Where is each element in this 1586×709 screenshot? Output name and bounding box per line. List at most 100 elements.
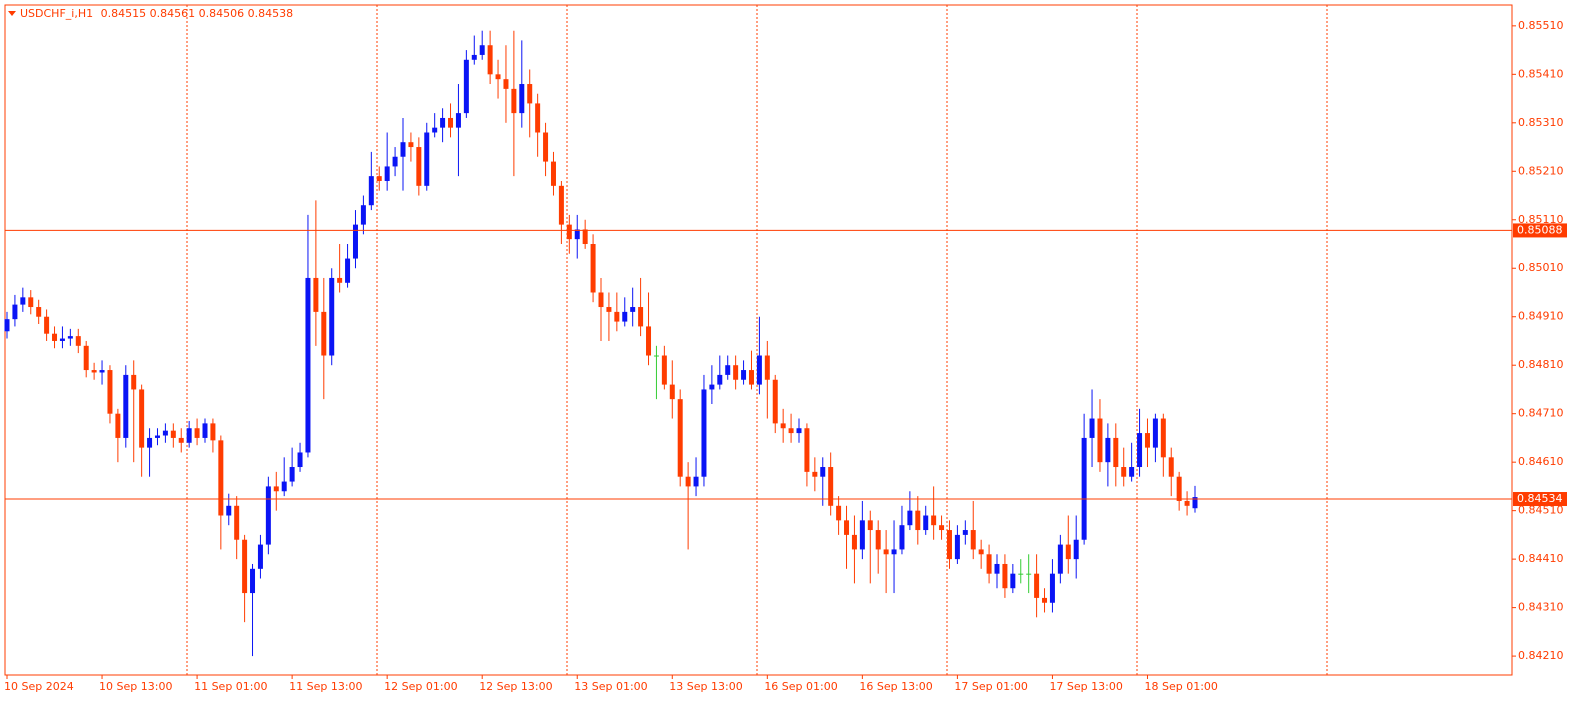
- candle-body: [622, 311, 628, 322]
- candle-body: [780, 423, 786, 429]
- candle-body: [709, 384, 715, 390]
- candle-body: [194, 428, 200, 438]
- price-label: 0.85088: [1517, 223, 1563, 236]
- price-label-box: [1513, 492, 1567, 507]
- candle-body: [1184, 500, 1190, 506]
- candle-body: [44, 316, 50, 334]
- candle-body: [535, 103, 541, 133]
- candle-body: [59, 338, 65, 341]
- candle-body: [994, 563, 1000, 574]
- y-tick-label: 0.85410: [1518, 67, 1564, 80]
- candle-body: [1121, 467, 1127, 477]
- candle-body: [685, 476, 691, 487]
- candle-body: [1010, 573, 1016, 589]
- candle-body: [891, 549, 897, 555]
- candle-body: [804, 428, 810, 472]
- candle-body: [1176, 476, 1182, 501]
- candle-body: [226, 505, 232, 516]
- candle-body: [210, 423, 216, 441]
- candle-body: [250, 568, 256, 594]
- candle-body: [756, 355, 762, 385]
- high: 0.84561: [150, 7, 196, 20]
- candle-body: [265, 486, 271, 545]
- candle-body: [883, 549, 889, 555]
- candle-body: [574, 229, 580, 240]
- candle-body: [384, 166, 390, 181]
- candle-body: [1026, 573, 1032, 575]
- header-arrow[interactable]: [8, 11, 16, 16]
- candle-body: [321, 311, 327, 356]
- candle-body: [772, 379, 778, 424]
- candle-body: [360, 205, 366, 225]
- candle-body: [527, 84, 533, 104]
- candle-body: [376, 176, 382, 181]
- x-tick-label: 12 Sep 01:00: [384, 680, 457, 693]
- x-tick-label: 18 Sep 01:00: [1144, 680, 1217, 693]
- candle-body: [614, 311, 620, 322]
- candle-body: [202, 423, 208, 438]
- candle-body: [669, 384, 675, 400]
- candle-body: [844, 520, 850, 535]
- x-tick-label: 16 Sep 13:00: [859, 680, 932, 693]
- candle-body: [519, 84, 525, 114]
- candle-body: [1002, 563, 1008, 589]
- y-tick-label: 0.84310: [1518, 601, 1564, 614]
- candle-body: [4, 319, 10, 332]
- candle-body: [1065, 544, 1071, 560]
- candle-body: [962, 530, 968, 535]
- candle-body: [36, 307, 42, 317]
- candle-body: [75, 336, 81, 346]
- candle-body: [12, 304, 18, 320]
- candle-body: [455, 113, 461, 128]
- y-tick-label: 0.84910: [1518, 310, 1564, 323]
- candle-body: [566, 224, 572, 240]
- candle-body: [242, 539, 248, 594]
- candle-body: [28, 297, 34, 308]
- candle-body: [606, 307, 612, 312]
- candle-body: [1073, 539, 1079, 560]
- x-tick-label: 12 Sep 13:00: [479, 680, 552, 693]
- candle-body: [408, 142, 414, 148]
- header: USDCHF_i,H1 0.84515 0.84561 0.84506 0.84…: [20, 7, 293, 20]
- candle-body: [701, 389, 707, 477]
- candle-body: [661, 355, 667, 385]
- candle-body: [154, 435, 160, 438]
- y-tick-label: 0.84610: [1518, 455, 1564, 468]
- price-label: 0.84534: [1517, 492, 1563, 505]
- candle-body: [400, 142, 406, 157]
- candle-body: [463, 59, 469, 114]
- candle-body: [788, 428, 794, 434]
- symbol: USDCHF_i,H1: [20, 7, 93, 20]
- candle-body: [123, 374, 129, 438]
- candle-body: [1049, 573, 1055, 603]
- candle-body: [836, 505, 842, 521]
- candle-body: [289, 467, 295, 482]
- candle-body: [875, 530, 881, 550]
- candle-body: [297, 452, 303, 468]
- y-tick-label: 0.85510: [1518, 19, 1564, 32]
- candle-body: [764, 355, 770, 380]
- candle-body: [748, 370, 754, 385]
- plot-frame: [4, 4, 1513, 676]
- candle-body: [638, 307, 644, 327]
- candle-body: [1152, 418, 1158, 448]
- candle-body: [978, 549, 984, 555]
- y-tick-label: 0.85210: [1518, 164, 1564, 177]
- candle-body: [653, 355, 659, 357]
- candle-body: [939, 525, 945, 531]
- candle-body: [139, 389, 145, 448]
- x-tick-label: 10 Sep 2024: [4, 680, 74, 693]
- y-tick-label: 0.85110: [1518, 213, 1564, 226]
- candle-body: [432, 127, 438, 133]
- candle-body: [305, 277, 311, 453]
- candle-body: [479, 45, 485, 55]
- x-tick-label: 13 Sep 01:00: [574, 680, 647, 693]
- candle-body: [281, 481, 287, 492]
- y-tick-label: 0.85310: [1518, 116, 1564, 129]
- candle-body: [590, 244, 596, 293]
- candle-body: [345, 258, 351, 283]
- x-tick-label: 13 Sep 13:00: [669, 680, 742, 693]
- candle-body: [867, 520, 873, 531]
- y-tick-label: 0.84810: [1518, 358, 1564, 371]
